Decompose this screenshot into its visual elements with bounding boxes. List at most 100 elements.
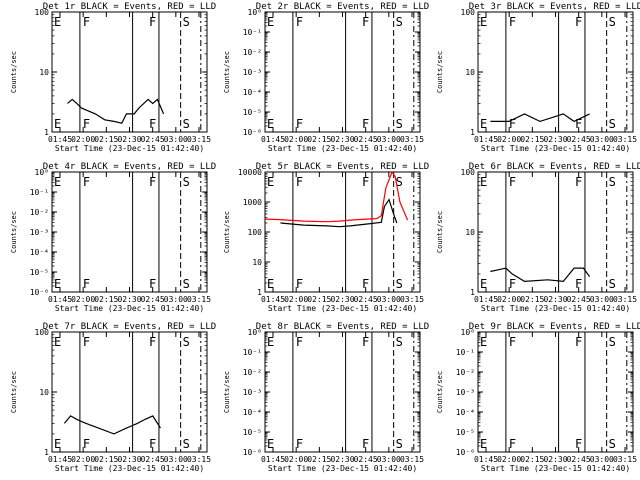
y-tick-label: 1 [470,128,475,137]
y-tick-label: 10⁻¹ [243,28,262,37]
x-axis-label: Start Time (23-Dec-15 01:42:40) [55,464,204,473]
marker-letter: F [575,175,582,189]
series-line [490,267,591,283]
y-tick-label: 100 [35,328,50,337]
marker-letter: F [575,117,582,131]
marker-letter: F [149,437,156,451]
y-tick-label: 10⁻⁴ [456,408,475,417]
x-tick-label: 02:45 [141,295,165,304]
series-line [63,415,162,435]
y-tick-label: 10⁻³ [243,68,262,77]
y-tick-label: 10⁻² [243,368,262,377]
x-tick-label: 02:15 [307,135,331,144]
panel-title: Det 6r BLACK = Events, RED = LLD [469,162,640,172]
panel-title: Det 5r BLACK = Events, RED = LLD [256,162,429,172]
x-tick-label: 02:00 [284,135,308,144]
x-tick-label: 02:30 [330,295,354,304]
x-tick-label: 01:45 [48,455,72,464]
x-tick-label: 02:00 [497,295,521,304]
y-axis-label: Counts/sec [223,51,231,93]
x-tick-label: 02:45 [567,135,591,144]
marker-letter: S [396,277,403,291]
x-tick-label: 03:15 [187,295,211,304]
y-axis-label: Counts/sec [10,51,18,93]
marker-letter: E [267,277,274,291]
x-tick-label: 01:45 [48,295,72,304]
x-tick-label: 02:30 [543,455,567,464]
series-line [264,170,409,223]
y-tick-label: 100 [35,8,50,17]
plot-frame [477,331,634,453]
x-axis-label: Start Time (23-Dec-15 01:42:40) [55,144,204,153]
x-tick-label: 03:15 [613,295,637,304]
panel-title: Det 8r BLACK = Events, RED = LLD [256,322,429,332]
marker-letter: S [609,175,616,189]
marker-letter: S [183,117,190,131]
x-tick-label: 01:45 [261,455,285,464]
marker-letter: E [267,437,274,451]
marker-letter: E [267,117,274,131]
x-tick-label: 02:00 [71,455,95,464]
y-tick-label: 10 [39,68,49,77]
x-tick-label: 02:15 [520,135,544,144]
marker-letter: S [183,15,190,29]
y-axis-label: Counts/sec [10,211,18,253]
y-tick-label: 10⁻² [456,368,475,377]
x-tick-label: 02:45 [354,135,378,144]
marker-letter: S [609,117,616,131]
x-tick-label: 02:30 [543,295,567,304]
marker-letter: F [149,117,156,131]
panel-title: Det 3r BLACK = Events, RED = LLD [469,2,640,12]
marker-letter: F [83,175,90,189]
marker-letter: E [54,277,61,291]
y-tick-label: 10⁻⁶ [456,448,475,457]
x-tick-label: 03:00 [164,135,188,144]
y-tick-label: 10⁰ [35,168,49,177]
x-axis-label: Start Time (23-Dec-15 01:42:40) [268,464,417,473]
x-axis-label: Start Time (23-Dec-15 01:42:40) [481,464,630,473]
plot-frame [264,331,421,453]
panel-title: Det 4r BLACK = Events, RED = LLD [43,162,216,172]
marker-letter: F [83,15,90,29]
x-axis-label: Start Time (23-Dec-15 01:42:40) [268,144,417,153]
marker-letter: S [183,335,190,349]
x-tick-label: 03:00 [377,455,401,464]
marker-letter: S [609,15,616,29]
marker-letter: E [267,335,274,349]
marker-letter: F [362,175,369,189]
x-tick-label: 02:00 [497,135,521,144]
x-axis-label: Start Time (23-Dec-15 01:42:40) [55,304,204,313]
y-tick-label: 10 [252,258,262,267]
marker-letter: F [362,117,369,131]
y-tick-label: 10⁻² [243,48,262,57]
marker-letter: F [83,117,90,131]
x-tick-label: 02:45 [567,455,591,464]
y-tick-label: 10⁻⁶ [30,288,49,297]
x-tick-label: 03:15 [400,295,424,304]
marker-letter: S [396,175,403,189]
x-axis-label: Start Time (23-Dec-15 01:42:40) [481,144,630,153]
y-axis-label: Counts/sec [436,371,444,413]
x-tick-label: 03:00 [590,295,614,304]
x-tick-label: 02:30 [543,135,567,144]
x-tick-label: 02:30 [117,135,141,144]
y-tick-label: 1 [44,128,49,137]
x-tick-label: 03:00 [164,295,188,304]
x-tick-label: 03:15 [613,455,637,464]
plot-frame [477,171,634,293]
series-line [280,198,398,228]
marker-letter: F [296,335,303,349]
y-tick-label: 100 [461,8,476,17]
marker-letter: F [149,277,156,291]
x-tick-label: 02:15 [94,295,118,304]
x-tick-label: 03:15 [613,135,637,144]
marker-letter: F [296,15,303,29]
plot-frame [51,331,208,453]
marker-letter: S [609,277,616,291]
marker-letter: F [509,117,516,131]
marker-letter: F [83,277,90,291]
x-tick-label: 01:45 [261,295,285,304]
marker-letter: S [396,335,403,349]
y-tick-label: 10⁻¹ [243,348,262,357]
x-tick-label: 03:00 [590,135,614,144]
